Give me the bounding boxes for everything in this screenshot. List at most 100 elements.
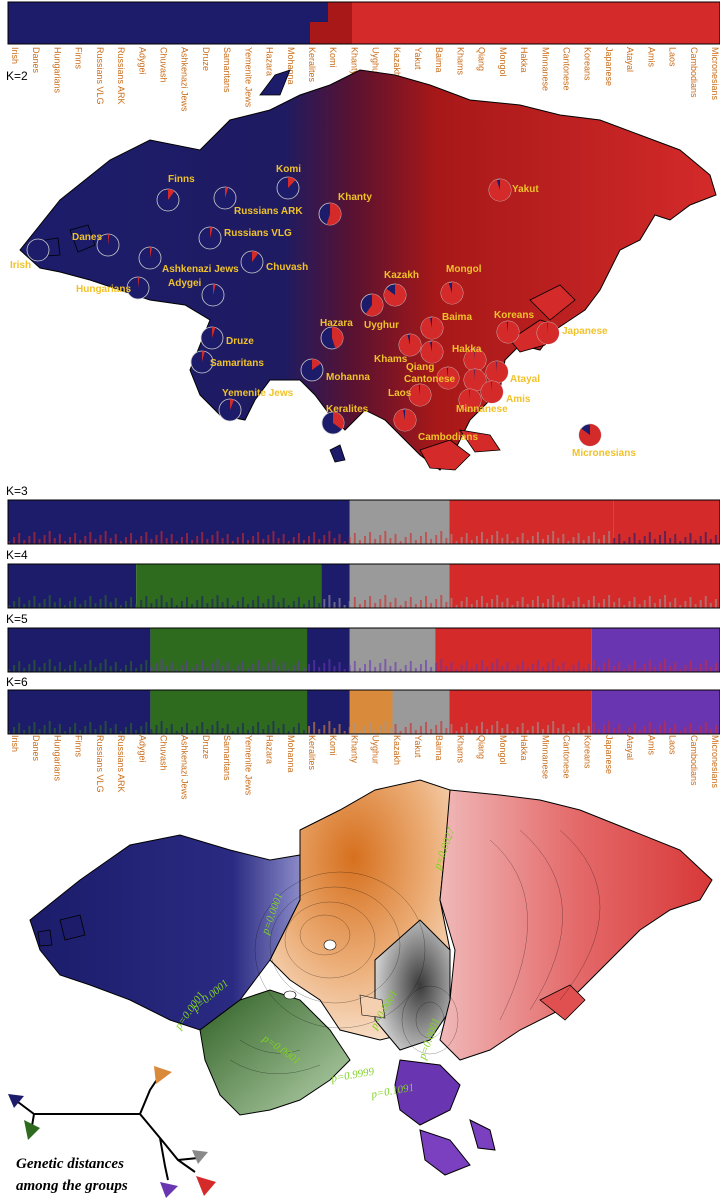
admixture-stripe <box>206 667 209 672</box>
admixture-stripe <box>196 726 199 734</box>
admixture-stripe <box>257 596 260 608</box>
admixture-stripe <box>323 663 326 672</box>
bar-frame <box>7 689 720 735</box>
admixture-stripe <box>552 531 555 544</box>
admixture-stripe <box>196 536 199 544</box>
admixture-stripe <box>302 730 305 734</box>
admixture-stripe <box>94 729 97 734</box>
admixture-stripe <box>694 540 697 544</box>
purple-triangle-icon <box>160 1182 178 1198</box>
admixture-stripe <box>603 535 606 544</box>
map-label-danes: Danes <box>72 232 102 243</box>
admixture-stripe <box>445 602 448 608</box>
admixture-stripe <box>618 534 621 544</box>
admixture-segment <box>150 628 308 672</box>
admixture-stripe <box>409 597 412 608</box>
admixture-stripe <box>170 724 173 734</box>
population-label: Kazakh <box>392 47 402 77</box>
admixture-stripe <box>343 731 346 734</box>
admixture-segment <box>349 628 436 672</box>
admixture-stripe <box>140 726 143 734</box>
admixture-stripe <box>450 598 453 608</box>
gray-triangle-icon <box>192 1150 208 1164</box>
admixture-stripe <box>465 661 468 672</box>
admixture-stripe <box>557 538 560 544</box>
admixture-stripe <box>592 722 595 734</box>
admixture-stripe <box>587 536 590 544</box>
admixture-stripe <box>638 730 641 734</box>
population-label: Finns <box>74 47 84 70</box>
admixture-stripe <box>130 661 133 672</box>
admixture-stripe <box>480 660 483 672</box>
map-label-japanese: Japanese <box>562 326 608 337</box>
admixture-stripe <box>709 667 712 672</box>
admixture-stripe <box>369 660 372 672</box>
map-label-mongol: Mongol <box>446 264 482 275</box>
population-label: Komi <box>328 735 338 756</box>
admixture-stripe <box>674 598 677 608</box>
admixture-stripe <box>608 595 611 608</box>
population-label: Yemenite Jews <box>243 735 253 796</box>
admixture-stripe <box>292 537 295 544</box>
admixture-stripe <box>455 669 458 672</box>
population-label: Ashkenazi Jews <box>180 47 190 112</box>
admixture-stripe <box>526 604 529 608</box>
admixture-stripe <box>643 600 646 608</box>
admixture-stripe <box>608 659 611 672</box>
admixture-stripe <box>684 537 687 544</box>
pie-slice <box>441 282 464 304</box>
admixture-stripe <box>542 729 544 734</box>
admixture-stripe <box>638 604 641 608</box>
map-label-minnanese: Minnanese <box>456 404 508 415</box>
admixture-stripe <box>277 602 280 608</box>
population-label: Khams <box>455 47 465 76</box>
admixture-stripe <box>475 726 478 734</box>
admixture-stripe <box>358 540 361 544</box>
admixture-stripe <box>445 666 448 672</box>
admixture-stripe <box>231 605 234 608</box>
admixture-stripe <box>511 541 514 544</box>
population-label: Mongol <box>498 735 508 765</box>
admixture-stripe <box>567 669 570 672</box>
admixture-stripe <box>623 731 626 734</box>
admixture-stripe <box>597 729 600 734</box>
pie-slice <box>480 381 503 404</box>
admixture-stripe <box>628 601 631 608</box>
admixture-stripe <box>13 727 16 734</box>
admixture-stripe <box>104 659 107 672</box>
admixture-stripe <box>577 533 580 544</box>
admixture-stripe <box>587 726 590 734</box>
admixture-stripe <box>511 669 514 672</box>
admixture-stripe <box>491 725 494 734</box>
admixture-stripe <box>364 536 366 544</box>
admixture-stripe <box>287 541 290 544</box>
population-label: Khanty <box>349 47 359 76</box>
admixture-stripe <box>679 605 682 608</box>
admixture-stripe <box>618 724 621 734</box>
map-label-qiang: Qiang <box>406 362 434 373</box>
admixture-stripe <box>241 661 244 672</box>
admixture-stripe <box>414 604 417 608</box>
admixture-stripe <box>196 664 199 672</box>
pie-slice <box>333 412 345 430</box>
admixture-stripe <box>48 659 51 672</box>
admixture-stripe <box>262 667 265 672</box>
admixture-stripe <box>653 729 656 734</box>
admixture-stripe <box>653 539 656 544</box>
admixture-stripe <box>28 726 31 734</box>
admixture-stripe <box>592 532 595 544</box>
admixture-stripe <box>455 605 458 608</box>
map-label-micronesians: Micronesians <box>572 448 636 459</box>
admixture-segment <box>613 500 720 544</box>
admixture-segment <box>136 564 322 608</box>
admixture-stripe <box>536 660 539 672</box>
map-label-chuvash: Chuvash <box>266 262 308 273</box>
admixture-stripe <box>23 730 26 734</box>
pie-slice <box>463 369 486 392</box>
admixture-stripe <box>394 662 397 672</box>
admixture-stripe <box>257 660 260 672</box>
admixture-stripe <box>231 541 234 544</box>
population-label: Koreans <box>583 47 593 81</box>
admixture-stripe <box>297 533 300 544</box>
admixture-stripe <box>282 534 285 544</box>
